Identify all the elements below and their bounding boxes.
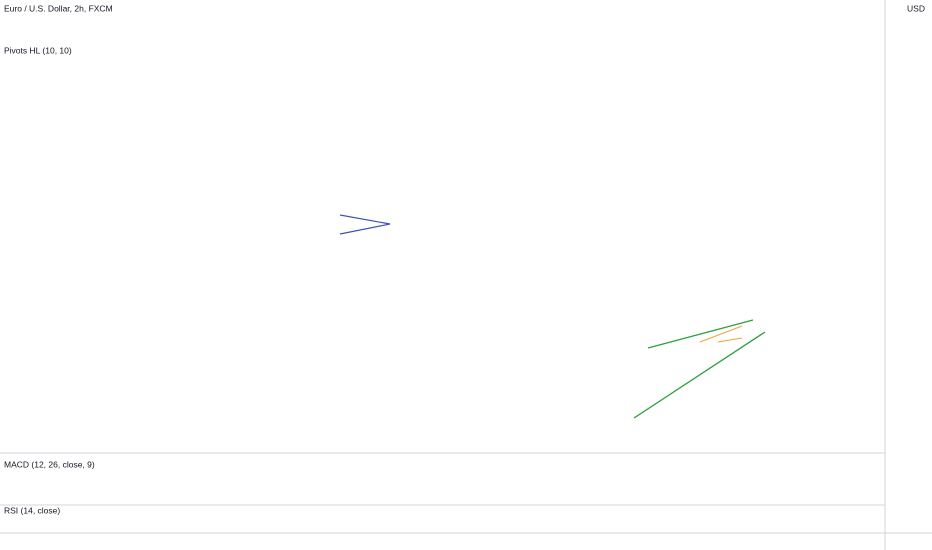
rsi-title: RSI (14, close)	[4, 505, 60, 515]
currency: USD	[907, 3, 925, 13]
wedge-line	[647, 319, 754, 349]
chart-title: Euro / U.S. Dollar, 2h, FXCM	[4, 3, 113, 13]
orange-line	[699, 325, 743, 343]
triangle-line	[339, 214, 391, 225]
macd-title: MACD (12, 26, close, 9)	[4, 459, 95, 469]
wedge-line	[633, 331, 766, 419]
orange-line	[717, 337, 743, 343]
pivots-title: Pivots HL (10, 10)	[4, 45, 72, 55]
triangle-line	[339, 223, 391, 235]
drawings	[339, 214, 766, 419]
